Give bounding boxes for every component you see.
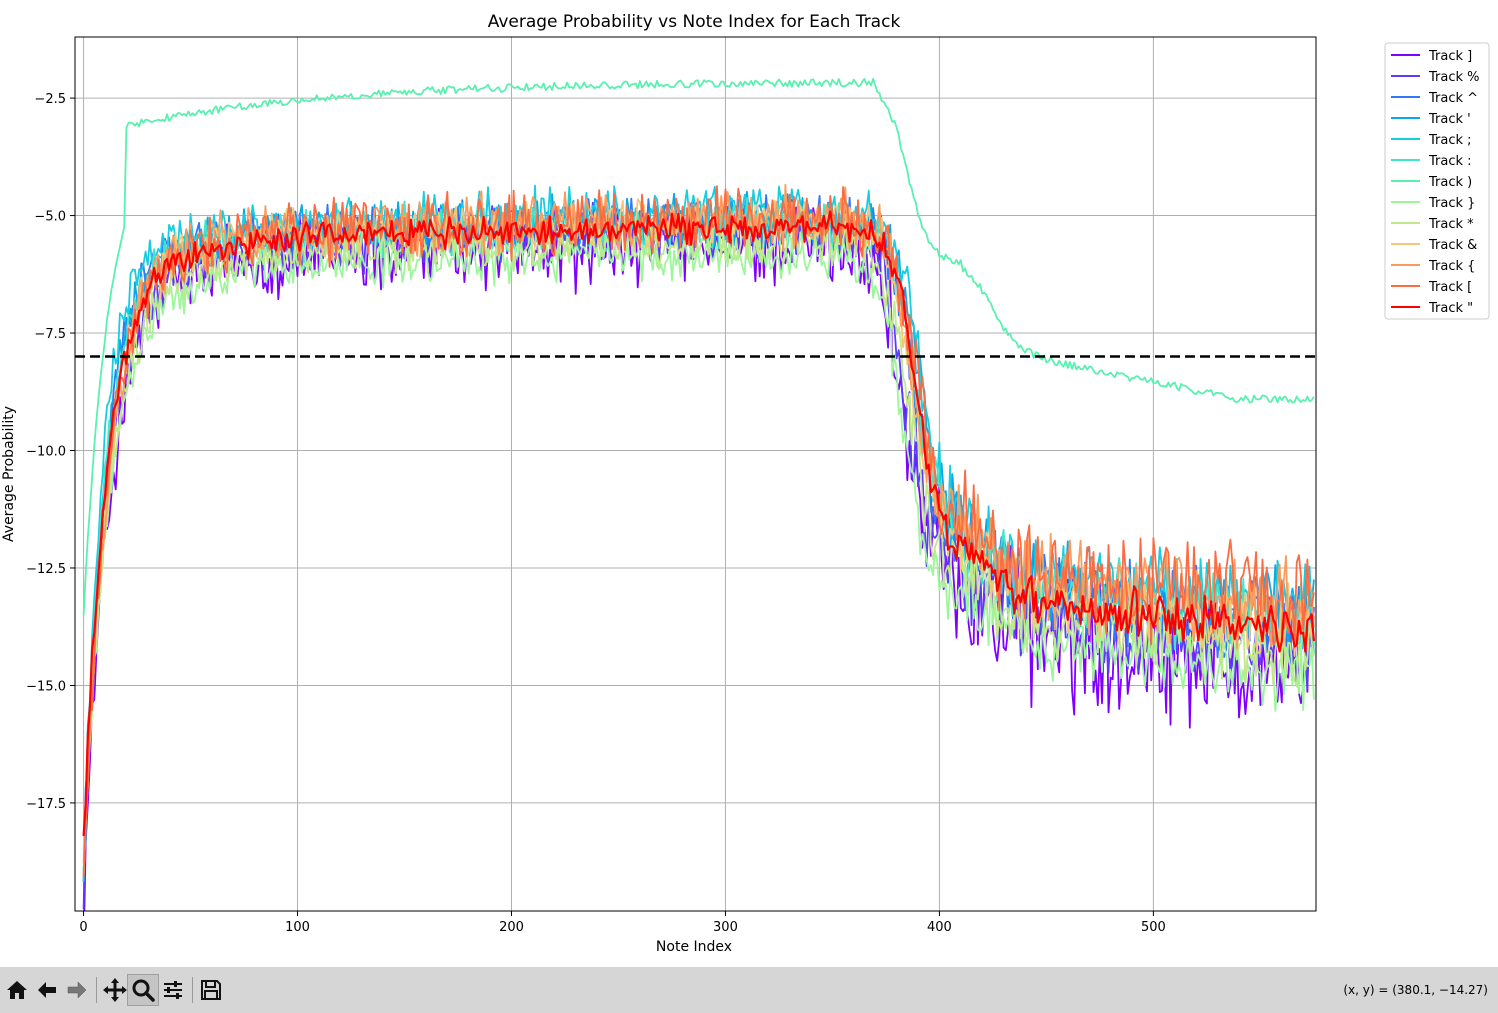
legend-label: Track " — [1428, 301, 1473, 316]
legend-label: Track * — [1428, 217, 1474, 232]
legend: Track ] Track % Track ^ Track ' Track ; Track… — [1384, 42, 1490, 320]
y-axis-ticks: −2.5 −5.0 −7.5 −10.0 −12.5 −15.0 −17.5 — [26, 92, 75, 812]
navigation-toolbar: (x, y) = (380.1, −14.27) — [0, 967, 1498, 1013]
legend-label: Track ' — [1428, 112, 1471, 127]
legend-label: Track % — [1428, 70, 1480, 85]
series-line — [82, 197, 1315, 871]
pan-icon — [103, 978, 127, 1002]
configure-subplots-icon — [164, 981, 182, 999]
x-tick-label: 100 — [285, 920, 310, 935]
y-tick-label: −7.5 — [34, 327, 66, 342]
pan-button[interactable] — [100, 975, 130, 1005]
y-tick-label: −10.0 — [26, 445, 66, 460]
plot-frame — [74, 36, 1317, 912]
legend-label: Track & — [1428, 238, 1477, 253]
grid — [75, 37, 1316, 911]
legend-label: Track { — [1428, 259, 1475, 274]
zoom-button[interactable] — [127, 974, 159, 1006]
series-lines — [82, 78, 1315, 911]
legend-label: Track ) — [1428, 175, 1472, 190]
x-tick-label: 200 — [499, 920, 524, 935]
series-line — [82, 185, 1315, 877]
series-line — [82, 230, 1315, 850]
x-axis-ticks: 0 100 200 300 400 500 — [79, 911, 1166, 935]
y-tick-label: −17.5 — [26, 797, 66, 812]
save-button[interactable] — [196, 975, 226, 1005]
legend-label: Track [ — [1428, 280, 1472, 295]
legend-label: Track ^ — [1428, 91, 1478, 106]
cursor-coordinates: (x, y) = (380.1, −14.27) — [1343, 983, 1488, 997]
figure: Average Probability vs Note Index for Ea… — [1, 12, 1490, 955]
x-tick-label: 300 — [713, 920, 738, 935]
chart-title: Average Probability vs Note Index for Ea… — [488, 12, 901, 32]
back-arrow-icon — [38, 982, 56, 998]
y-tick-label: −2.5 — [34, 92, 66, 107]
configure-subplots-button[interactable] — [158, 975, 188, 1005]
home-icon — [7, 981, 27, 999]
series-line — [82, 210, 1315, 836]
x-tick-label: 0 — [79, 920, 87, 935]
x-axis-label: Note Index — [656, 939, 732, 955]
x-tick-label: 400 — [927, 920, 952, 935]
save-icon — [201, 980, 221, 1000]
forward-arrow-icon — [67, 981, 87, 999]
x-tick-label: 500 — [1141, 920, 1166, 935]
home-button[interactable] — [2, 975, 32, 1005]
legend-label: Track ; — [1428, 133, 1472, 148]
series-line — [82, 194, 1315, 882]
y-tick-label: −15.0 — [26, 679, 66, 694]
legend-label: Track } — [1428, 196, 1475, 211]
back-button[interactable] — [32, 975, 62, 1005]
y-axis-label: Average Probability — [1, 406, 17, 542]
y-tick-label: −12.5 — [26, 562, 66, 577]
series-line — [82, 78, 1315, 616]
forward-button[interactable] — [62, 975, 92, 1005]
zoom-icon — [132, 979, 155, 1002]
series-line — [82, 215, 1315, 873]
legend-label: Track ] — [1428, 49, 1472, 64]
y-tick-label: −5.0 — [34, 210, 66, 225]
legend-frame — [1384, 42, 1490, 320]
legend-label: Track : — [1428, 154, 1472, 169]
series-line — [82, 198, 1315, 878]
